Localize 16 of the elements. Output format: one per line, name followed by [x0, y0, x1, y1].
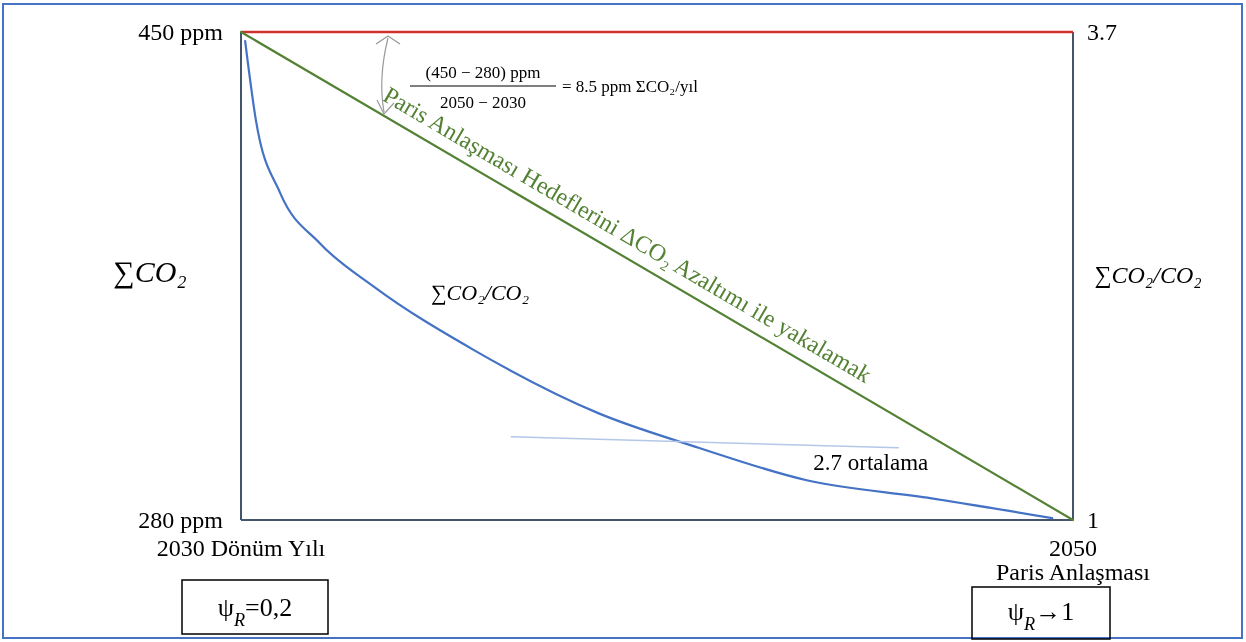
series-label: ∑CO₂/CO₂ [430, 280, 530, 305]
y2-tick-label: 1 [1087, 507, 1099, 533]
y-tick-label: 280 ppm [138, 507, 224, 533]
annotation: = 8.5 ppm ΣCO₂/yıl [562, 77, 699, 96]
x-tick-label: 2050 [1049, 535, 1097, 561]
annotation: 2050 − 2030 [439, 93, 527, 112]
y-tick-label: 450 ppm [138, 19, 224, 45]
y2-tick-label: 3.7 [1087, 19, 1117, 45]
text: ψ$_{R}$→1 [1007, 597, 1075, 634]
text: ψ$_{R}$=0,2 [217, 593, 293, 630]
annotation: (450 − 280) ppm [425, 63, 541, 82]
x-tick-label: 2030 Dönüm Yılı [156, 535, 326, 561]
series-label: 2.7 ortalama [813, 449, 929, 475]
y-axis-title: ∑CO₂ [113, 255, 187, 289]
y2-axis-title: ∑CO₂/CO₂ [1094, 262, 1202, 289]
text: Paris Anlaşması [996, 559, 1151, 585]
